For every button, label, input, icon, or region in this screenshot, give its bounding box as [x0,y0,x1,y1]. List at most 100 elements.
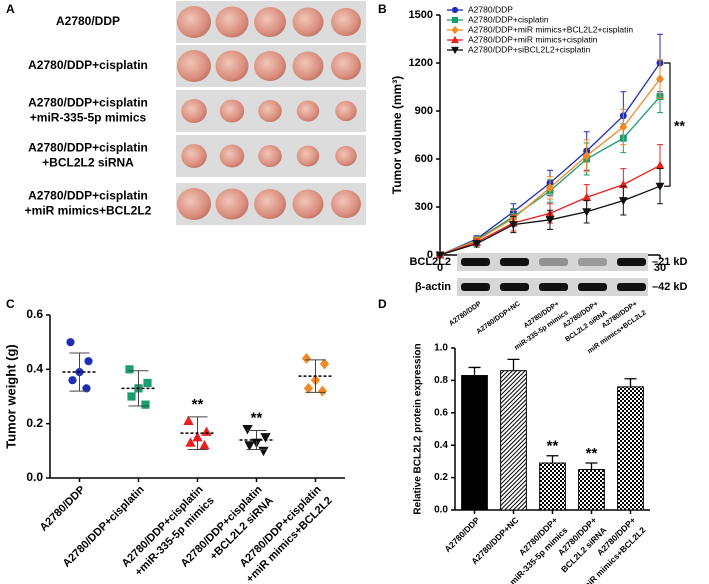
bar [539,462,566,511]
marker [582,208,592,217]
row-label: +BCL2L2 siRNA [42,156,134,170]
x-tick-label: 30 [654,262,666,274]
error-bar [468,366,481,376]
marker [242,425,253,435]
y-tick-label: 0.8 [434,375,448,386]
marker [141,400,150,409]
blot-band [578,258,607,266]
marker [451,16,459,24]
tumor-photo [331,7,361,37]
y-tick-label: 0.2 [26,416,43,430]
marker [125,365,134,374]
marker [619,122,628,132]
x-tick-label: 0 [437,262,443,274]
marker [435,251,445,260]
marker [143,378,152,388]
size-label: –21 kD [652,256,688,268]
size-label: –42 kD [652,281,688,293]
marker [546,183,554,193]
tumor-photo [177,50,211,82]
marker [68,376,77,385]
tumor-photo [219,99,245,123]
significance-label: ** [192,396,204,413]
bar [617,386,644,511]
blot-band [578,283,607,291]
y-tick-label: 300 [415,201,433,213]
y-tick-label: 600 [415,153,433,165]
y-tick-label: 0 [427,249,433,261]
marker [185,437,196,447]
tumor-photo [181,144,207,168]
tumor-photo [296,145,320,167]
tumor-photo [215,188,249,220]
tumor-photo [331,189,361,219]
marker [655,182,665,191]
row-label: +miR-335-5p mimics [30,111,147,125]
tumor-photo [219,144,245,168]
marker [618,197,628,206]
bar [461,375,488,511]
marker [301,353,312,364]
error-bar [585,462,598,470]
tumor-photo [258,144,282,168]
tumor-photo [335,145,357,167]
blot-band [500,283,529,291]
row-label: A2780/DDP+cisplatin [28,58,148,72]
bar [578,469,605,511]
legend-label: A2780/DDP [468,4,513,14]
y-tick-label: 1200 [409,57,433,69]
row-label: A2780/DDP+cisplatin [28,189,148,203]
tumor-photo [177,188,211,220]
significance-label: ** [674,117,685,133]
marker [451,25,459,35]
bar [500,370,527,511]
marker [656,74,664,84]
tumor-photo [215,50,249,82]
significance-label: ** [251,409,263,426]
marker [199,440,210,450]
marker [84,357,93,366]
lane-label: A2780/DDP [448,300,483,327]
x-tick-label: A2780/DDP [442,515,481,554]
tumor-photo [215,6,249,38]
row-label: A2780/DDP [56,14,120,28]
blot-band [539,258,568,266]
marker [472,240,482,249]
y-tick-label: 0.6 [26,307,43,321]
x-tick-label: A2780/DDP [38,484,88,534]
panel-letter: C [6,297,15,311]
band-label: BCL2L2 [409,256,451,268]
error-bar [546,455,559,464]
y-tick-label: 900 [415,105,433,117]
y-tick-label: 0.0 [434,505,448,516]
marker [183,415,194,426]
legend-label: A2780/DDP+cisplatin [468,14,549,24]
legend-label: A2780/DDP+miR mimics+BCL2L2+cisplatin [468,24,633,34]
marker [82,384,91,393]
blot-band [461,283,490,291]
marker [508,221,518,230]
marker [244,441,255,451]
panel-letter: A [6,2,15,16]
legend-label: A2780/DDP+miR mimics+cisplatin [468,34,598,44]
tumor-photo [335,100,357,122]
y-tick-label: 1.0 [434,343,448,354]
marker [451,6,459,14]
blot-band [539,283,568,291]
legend-label: A2780/DDP+siBCL2L2+cisplatin [468,44,591,54]
tumor-photo [181,99,207,123]
blot-band [617,283,646,291]
marker [127,392,136,401]
row-label: A2780/DDP+cisplatin [28,141,148,155]
tumor-photo [258,99,282,123]
y-axis-label: Relative BCL2L2 protein expression [413,343,424,514]
blot-strip [457,253,648,271]
marker [258,446,269,457]
tumor-photo [254,6,286,38]
y-tick-label: 0.0 [26,470,43,484]
tumor-photo [292,7,324,37]
row-label: +miR mimics+BCL2L2 [25,204,152,218]
tumor-photo [296,100,320,122]
marker [303,382,314,394]
